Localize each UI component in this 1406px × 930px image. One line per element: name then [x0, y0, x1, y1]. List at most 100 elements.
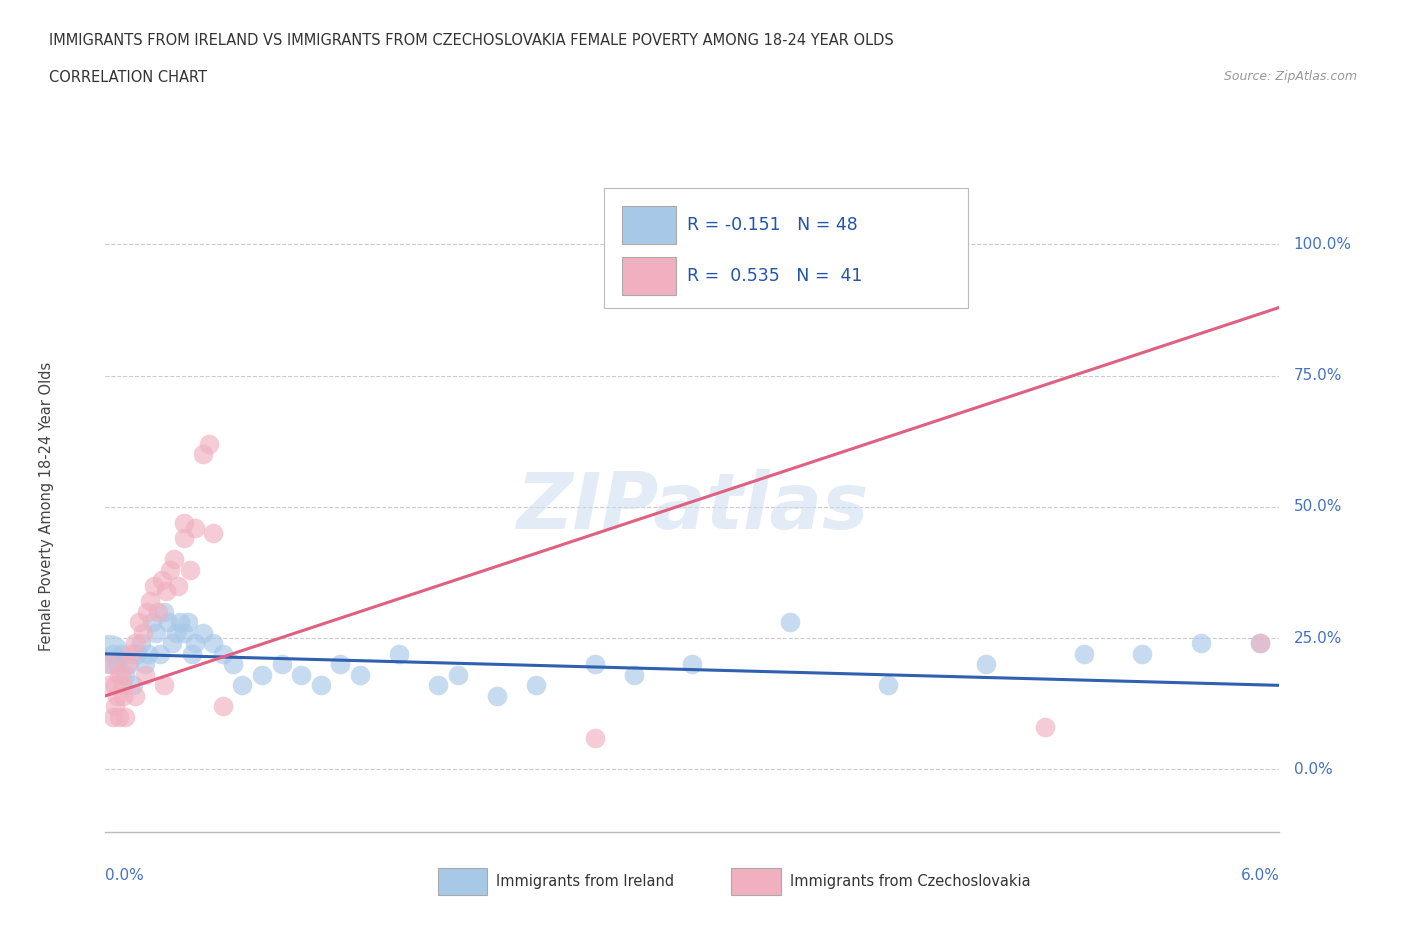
Point [211, 699, 233, 714]
Point [163, 551, 186, 566]
Point [623, 668, 645, 683]
Text: 6.0%: 6.0% [1240, 869, 1279, 883]
Point [114, 710, 136, 724]
Point [179, 563, 201, 578]
Point [125, 646, 148, 661]
Point [108, 710, 131, 724]
Point [184, 521, 207, 536]
Text: Immigrants from Ireland: Immigrants from Ireland [496, 873, 675, 889]
Point [388, 646, 411, 661]
Point [131, 625, 153, 640]
Point [138, 646, 160, 661]
Point [173, 531, 195, 546]
Point [103, 710, 125, 724]
Point [110, 668, 132, 683]
Point [290, 668, 312, 683]
Point [149, 646, 172, 661]
Point [202, 636, 225, 651]
Point [143, 578, 166, 593]
FancyBboxPatch shape [437, 868, 486, 895]
Text: 0.0%: 0.0% [1294, 762, 1333, 777]
Point [103, 646, 125, 661]
Point [193, 625, 215, 640]
Point [105, 657, 128, 671]
Point [427, 678, 450, 693]
Point [105, 688, 128, 703]
Point [1132, 646, 1154, 661]
Point [166, 578, 188, 593]
Text: R =  0.535   N =  41: R = 0.535 N = 41 [686, 267, 862, 285]
Point [524, 678, 547, 693]
Point [485, 688, 508, 703]
Point [134, 657, 156, 671]
Text: 0.0%: 0.0% [105, 869, 145, 883]
Text: IMMIGRANTS FROM IRELAND VS IMMIGRANTS FROM CZECHOSLOVAKIA FEMALE POVERTY AMONG 1: IMMIGRANTS FROM IRELAND VS IMMIGRANTS FR… [49, 33, 894, 47]
Point [349, 668, 371, 683]
Point [211, 646, 233, 661]
Point [221, 657, 243, 671]
Text: 25.0%: 25.0% [1294, 631, 1341, 645]
Text: R = -0.151   N = 48: R = -0.151 N = 48 [686, 216, 858, 234]
Point [160, 636, 183, 651]
Point [159, 563, 181, 578]
Point [309, 678, 332, 693]
Point [115, 657, 138, 671]
Point [250, 668, 273, 683]
Point [139, 594, 162, 609]
Point [270, 657, 292, 671]
Point [917, 247, 939, 262]
Point [98, 646, 121, 661]
Point [114, 668, 136, 683]
Text: Female Poverty Among 18-24 Year Olds: Female Poverty Among 18-24 Year Olds [39, 362, 55, 652]
Point [583, 657, 606, 671]
Point [148, 604, 170, 619]
Point [134, 668, 156, 683]
Point [1249, 636, 1271, 651]
Point [779, 615, 801, 630]
Text: Source: ZipAtlas.com: Source: ZipAtlas.com [1223, 70, 1357, 83]
Point [128, 615, 150, 630]
FancyBboxPatch shape [605, 188, 969, 309]
Point [198, 436, 221, 451]
Point [112, 688, 135, 703]
Text: CORRELATION CHART: CORRELATION CHART [49, 70, 207, 85]
Text: 100.0%: 100.0% [1294, 237, 1351, 252]
Point [193, 447, 215, 462]
Text: 75.0%: 75.0% [1294, 368, 1341, 383]
Point [974, 657, 997, 671]
Point [141, 615, 163, 630]
Point [173, 515, 195, 530]
Point [446, 668, 468, 683]
Point [180, 646, 202, 661]
Point [124, 688, 146, 703]
Point [110, 646, 132, 661]
Point [165, 625, 187, 640]
Point [150, 573, 173, 588]
Point [155, 583, 177, 598]
Point [329, 657, 352, 671]
Point [121, 678, 143, 693]
Point [169, 615, 191, 630]
FancyBboxPatch shape [731, 868, 780, 895]
Point [1073, 646, 1095, 661]
Point [1033, 720, 1056, 735]
Point [157, 615, 180, 630]
Point [145, 625, 167, 640]
Point [176, 615, 198, 630]
Point [153, 604, 176, 619]
Point [118, 657, 141, 671]
Point [184, 636, 207, 651]
Point [98, 678, 121, 693]
Point [124, 636, 146, 651]
Point [1189, 636, 1212, 651]
Point [231, 678, 253, 693]
Point [1249, 636, 1271, 651]
FancyBboxPatch shape [621, 257, 676, 295]
Point [877, 678, 900, 693]
Point [202, 525, 225, 540]
Point [129, 636, 152, 651]
Point [173, 625, 195, 640]
Point [104, 678, 127, 693]
Text: 50.0%: 50.0% [1294, 499, 1341, 514]
Point [153, 678, 176, 693]
